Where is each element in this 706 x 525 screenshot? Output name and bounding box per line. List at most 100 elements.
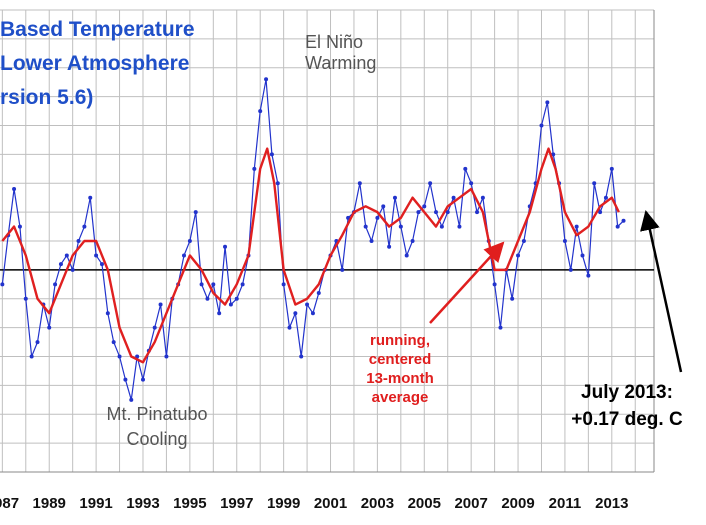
monthly-point: [234, 296, 239, 301]
monthly-point: [76, 239, 81, 243]
monthly-point: [381, 204, 386, 209]
x-tick-label: 2001: [314, 495, 347, 512]
monthly-point: [23, 296, 28, 301]
monthly-point: [117, 354, 122, 359]
monthly-point: [469, 181, 474, 186]
x-tick-label: 1987: [0, 495, 19, 512]
monthly-point: [275, 181, 280, 186]
monthly-point: [287, 325, 292, 330]
monthly-point: [609, 166, 614, 171]
monthly-point: [111, 340, 116, 345]
monthly-point: [363, 224, 368, 229]
latest-value-line-2: +0.17 deg. C: [571, 409, 683, 430]
monthly-point: [82, 224, 87, 229]
monthly-point: [0, 282, 5, 287]
monthly-point: [422, 204, 427, 209]
monthly-point: [99, 262, 104, 267]
monthly-point: [586, 273, 591, 278]
monthly-point: [310, 311, 315, 316]
el-nino-annotation: El Niño Warming: [305, 32, 376, 74]
monthly-point: [258, 109, 263, 114]
monthly-point: [47, 325, 52, 330]
monthly-point: [480, 195, 485, 200]
x-tick-label: 1997: [220, 495, 253, 512]
chart-title-line-2: Lower Atmosphere: [0, 52, 190, 75]
monthly-point: [158, 302, 163, 307]
running-average-annotation: running, centered 13-month average: [340, 331, 460, 407]
monthly-point: [598, 210, 603, 215]
monthly-point: [152, 325, 157, 330]
monthly-point: [129, 397, 134, 402]
monthly-point: [187, 239, 192, 243]
monthly-point: [387, 244, 392, 249]
monthly-point: [562, 239, 567, 243]
latest-value-line-1: July 2013:: [581, 382, 673, 403]
monthly-point: [293, 311, 298, 316]
monthly-point: [539, 123, 544, 128]
x-tick-label: 1991: [79, 495, 112, 512]
monthly-point: [615, 224, 620, 229]
latest-value-annotation: July 2013: +0.17 deg. C: [552, 379, 702, 433]
monthly-point: [521, 239, 526, 243]
running-average-line-1: running,: [370, 332, 430, 349]
monthly-point: [269, 152, 274, 157]
monthly-point: [428, 181, 433, 186]
monthly-point: [346, 215, 351, 220]
x-tick-label: 1995: [173, 495, 206, 512]
running-average-line-3: 13-month: [366, 370, 434, 387]
monthly-point: [410, 239, 415, 243]
monthly-point: [17, 224, 22, 229]
monthly-point: [621, 218, 626, 223]
monthly-point: [58, 262, 63, 267]
x-tick-label: 1989: [33, 495, 66, 512]
x-tick-label: 2009: [501, 495, 534, 512]
monthly-point: [12, 187, 17, 192]
el-nino-line-2: Warming: [305, 53, 377, 73]
monthly-point: [228, 302, 233, 307]
monthly-series-line: [1, 79, 624, 400]
monthly-point: [182, 253, 187, 258]
monthly-point: [193, 210, 198, 215]
monthly-point: [510, 296, 515, 301]
el-nino-line-1: El Niño: [305, 32, 364, 52]
monthly-point: [64, 253, 69, 258]
monthly-point: [205, 296, 210, 301]
monthly-point: [463, 166, 468, 171]
monthly-point: [457, 224, 462, 229]
monthly-point: [392, 195, 397, 200]
x-tick-labels: 1987 1989 1991 1993 1995 1997 1999 2001 2003 2005…: [0, 495, 628, 512]
monthly-point: [545, 100, 550, 105]
monthly-point: [35, 340, 40, 345]
monthly-point: [70, 267, 75, 272]
monthly-point: [316, 290, 321, 295]
monthly-point: [551, 152, 556, 157]
monthly-point: [140, 377, 145, 382]
latest-value-arrow: [640, 210, 683, 373]
monthly-point: [592, 181, 597, 186]
x-tick-label: 2013: [595, 495, 628, 512]
monthly-point: [53, 282, 58, 287]
monthly-point: [375, 215, 380, 220]
monthly-point: [516, 253, 521, 258]
monthly-point: [105, 311, 110, 316]
monthly-point: [492, 282, 497, 287]
monthly-point: [369, 239, 374, 243]
pinatubo-annotation: Mt. Pinatubo Cooling: [82, 402, 232, 452]
monthly-point: [88, 195, 93, 200]
monthly-point: [398, 224, 403, 229]
monthly-point: [357, 181, 362, 186]
monthly-point: [29, 354, 34, 359]
monthly-point: [568, 267, 573, 272]
monthly-point: [252, 166, 257, 171]
monthly-point: [439, 224, 444, 229]
running-average-line: [1, 147, 620, 364]
x-tick-label: 1993: [126, 495, 159, 512]
x-tick-label: 2003: [361, 495, 394, 512]
monthly-point: [574, 224, 579, 229]
monthly-point: [281, 282, 286, 287]
monthly-point: [305, 302, 310, 307]
monthly-point: [451, 195, 456, 200]
pinatubo-line-2: Cooling: [126, 429, 188, 449]
monthly-point: [264, 77, 269, 82]
